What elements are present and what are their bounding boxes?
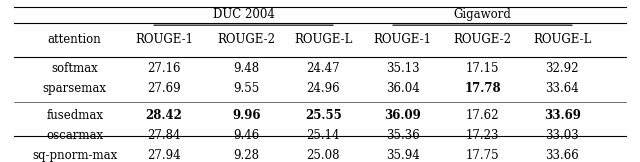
Text: 9.55: 9.55 <box>234 82 260 95</box>
Text: Gigaword: Gigaword <box>454 8 511 21</box>
Text: 25.08: 25.08 <box>307 149 340 162</box>
Text: 9.48: 9.48 <box>234 62 260 75</box>
Text: 33.64: 33.64 <box>545 82 579 95</box>
Text: ROUGE-1: ROUGE-1 <box>135 33 193 46</box>
Text: oscarmax: oscarmax <box>46 129 103 142</box>
Text: ROUGE-L: ROUGE-L <box>294 33 353 46</box>
Text: 17.62: 17.62 <box>466 109 499 122</box>
Text: 36.04: 36.04 <box>386 82 420 95</box>
Text: 27.69: 27.69 <box>147 82 180 95</box>
Text: fusedmax: fusedmax <box>46 109 103 122</box>
Text: softmax: softmax <box>51 62 98 75</box>
Text: attention: attention <box>48 33 102 46</box>
Text: 33.66: 33.66 <box>545 149 579 162</box>
Text: 27.16: 27.16 <box>147 62 180 75</box>
Text: 35.94: 35.94 <box>386 149 420 162</box>
Text: 17.23: 17.23 <box>466 129 499 142</box>
Text: sq-pnorm-max: sq-pnorm-max <box>32 149 117 162</box>
Text: ROUGE-1: ROUGE-1 <box>374 33 432 46</box>
Text: DUC 2004: DUC 2004 <box>212 8 275 21</box>
Text: 36.09: 36.09 <box>385 109 421 122</box>
Text: 9.96: 9.96 <box>232 109 261 122</box>
Text: 24.96: 24.96 <box>307 82 340 95</box>
Text: 17.78: 17.78 <box>464 82 501 95</box>
Text: 25.55: 25.55 <box>305 109 342 122</box>
Text: 35.36: 35.36 <box>386 129 420 142</box>
Text: 32.92: 32.92 <box>545 62 579 75</box>
Text: 17.15: 17.15 <box>466 62 499 75</box>
Text: 24.47: 24.47 <box>307 62 340 75</box>
Text: 33.69: 33.69 <box>544 109 580 122</box>
Text: 9.28: 9.28 <box>234 149 260 162</box>
Text: 17.75: 17.75 <box>466 149 499 162</box>
Text: 27.94: 27.94 <box>147 149 180 162</box>
Text: ROUGE-2: ROUGE-2 <box>218 33 276 46</box>
Text: ROUGE-L: ROUGE-L <box>533 33 591 46</box>
Text: 28.42: 28.42 <box>145 109 182 122</box>
Text: 33.03: 33.03 <box>545 129 579 142</box>
Text: 35.13: 35.13 <box>386 62 420 75</box>
Text: 9.46: 9.46 <box>234 129 260 142</box>
Text: 27.84: 27.84 <box>147 129 180 142</box>
Text: 25.14: 25.14 <box>307 129 340 142</box>
Text: sparsemax: sparsemax <box>43 82 107 95</box>
Text: ROUGE-2: ROUGE-2 <box>454 33 511 46</box>
